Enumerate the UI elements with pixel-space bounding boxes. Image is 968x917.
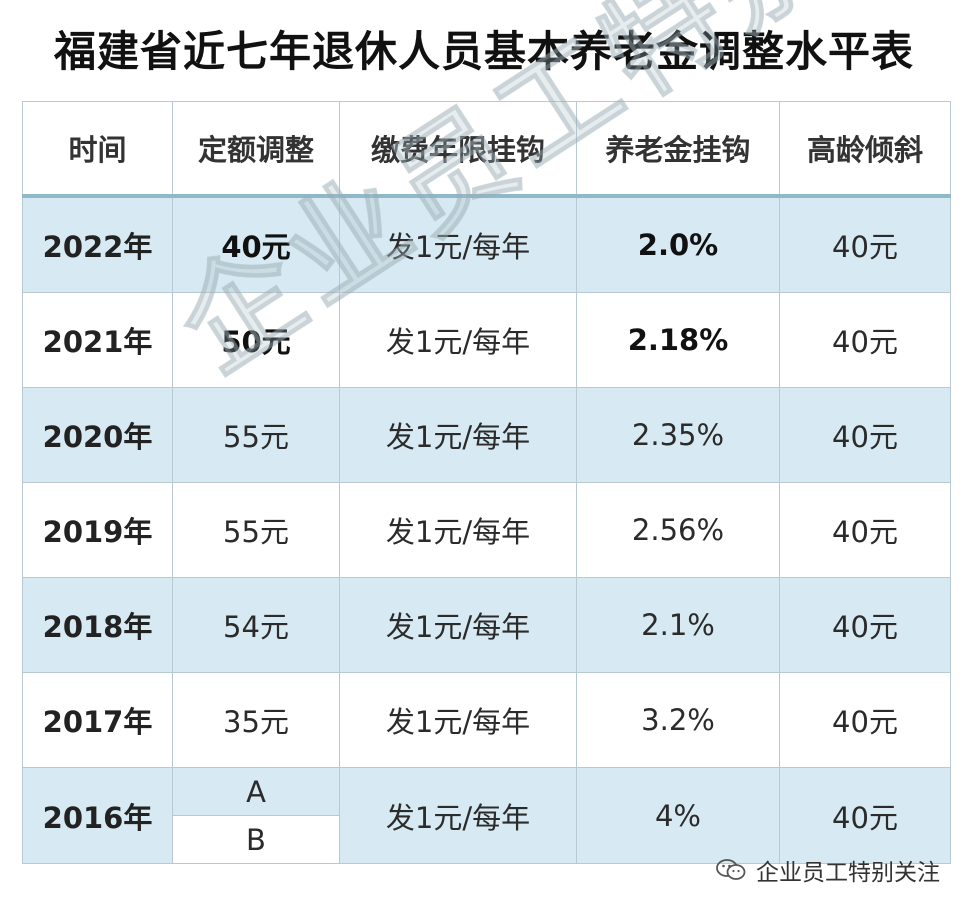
elderly-cell: 40元	[779, 482, 951, 578]
years-cell: 发1元/每年	[339, 672, 577, 768]
year-cell: 2022年	[22, 195, 173, 293]
elderly-cell: 40元	[779, 672, 951, 768]
year-cell: 2020年	[22, 387, 173, 483]
years-cell: 发1元/每年	[339, 292, 577, 388]
fixed-cell: 54元	[172, 577, 340, 673]
elderly-cell: 40元	[779, 767, 951, 864]
years-cell: 发1元/每年	[339, 195, 577, 293]
fixed-cell: 35元	[172, 672, 340, 768]
table-row: 2020年 55元 发1元/每年 2.35% 40元	[22, 387, 951, 483]
pension-cell: 2.56%	[576, 482, 780, 578]
year-cell: 2021年	[22, 292, 173, 388]
header-elderly-tilt: 高龄倾斜	[779, 101, 951, 198]
fixed-cell: 55元	[172, 387, 340, 483]
table-subrow: B	[23, 815, 951, 864]
wechat-icon	[716, 858, 746, 882]
elderly-cell: 40元	[779, 292, 951, 388]
pension-cell: 2.18%	[576, 292, 780, 388]
elderly-cell: 40元	[779, 577, 951, 673]
fixed-cell-b: B	[172, 815, 340, 864]
fixed-cell-a: A	[172, 767, 340, 816]
fixed-cell: 55元	[172, 482, 340, 578]
year-cell: 2018年	[22, 577, 173, 673]
table-row: 2016年 A 发1元/每年 4% 40元	[22, 767, 951, 864]
years-cell: 发1元/每年	[339, 577, 577, 673]
table-title: 福建省近七年退休人员基本养老金调整水平表	[53, 27, 914, 76]
header-time: 时间	[22, 101, 173, 198]
elderly-cell: 40元	[779, 195, 951, 293]
pension-cell: 4%	[576, 767, 780, 864]
years-cell: 发1元/每年	[339, 482, 577, 578]
table-row: 2017年 35元 发1元/每年 3.2% 40元	[22, 672, 951, 768]
table-row: 2021年 50元 发1元/每年 2.18% 40元	[22, 292, 951, 388]
header-fixed-adjustment: 定额调整	[172, 101, 340, 198]
fixed-cell: 50元	[172, 292, 340, 388]
fixed-cell: 40元	[172, 195, 340, 293]
table-row: 2018年 54元 发1元/每年 2.1% 40元	[22, 577, 951, 673]
header-pension-linked: 养老金挂钩	[576, 101, 780, 198]
years-cell: 发1元/每年	[339, 767, 577, 864]
year-cell: 2017年	[22, 672, 173, 768]
header-row: 时间 定额调整 缴费年限挂钩 养老金挂钩 高龄倾斜	[22, 101, 951, 198]
year-cell: 2016年	[22, 767, 173, 864]
brand-name: 企业员工特别关注	[756, 860, 940, 886]
table-row: 2022年 40元 发1元/每年 2.0% 40元	[22, 195, 951, 293]
header-contribution-years: 缴费年限挂钩	[339, 101, 577, 198]
brand-footer: 企业员工特别关注	[716, 853, 940, 887]
elderly-cell: 40元	[779, 387, 951, 483]
pension-cell: 2.0%	[576, 195, 780, 293]
table-row: 2019年 55元 发1元/每年 2.56% 40元	[22, 482, 951, 578]
years-cell: 发1元/每年	[339, 387, 577, 483]
pension-cell: 2.1%	[576, 577, 780, 673]
year-cell: 2019年	[22, 482, 173, 578]
pension-cell: 3.2%	[576, 672, 780, 768]
pension-table: 时间 定额调整 缴费年限挂钩 养老金挂钩 高龄倾斜 2022年 40元 发1元/…	[22, 101, 951, 864]
pension-cell: 2.35%	[576, 387, 780, 483]
